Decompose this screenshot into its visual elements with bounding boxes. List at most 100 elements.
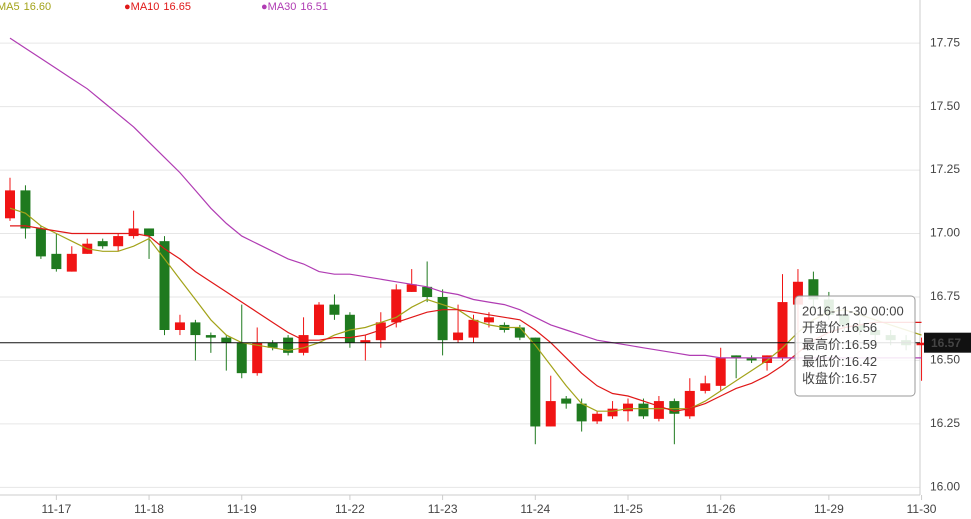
x-tick-label: 11-22 — [335, 502, 365, 516]
tooltip-label: 开盘价: — [802, 320, 845, 335]
x-tick-label: 11-24 — [520, 502, 550, 516]
candle-body — [592, 413, 603, 422]
legend-entry: ●MA10 16.65 — [124, 1, 191, 13]
candle-body — [35, 228, 46, 257]
legend-entry: ●MA30 16.51 — [261, 1, 328, 13]
candle-body — [777, 302, 788, 358]
y-tick-label: 17.00 — [930, 226, 960, 240]
candle-body — [916, 342, 927, 346]
last-price-box — [924, 332, 971, 353]
candle-body — [113, 236, 124, 247]
candle-body — [97, 241, 108, 247]
candle-body — [391, 289, 402, 323]
ma-line — [10, 225, 922, 412]
y-tick-label: 16.00 — [930, 480, 960, 494]
candle-body — [715, 357, 726, 386]
candle-body — [174, 322, 185, 330]
tooltip-item: 最高价:16.59 — [802, 337, 877, 352]
legend-value: 16.60 — [24, 1, 52, 13]
x-tick-label: 11-30 — [907, 502, 937, 516]
candle-body — [221, 337, 232, 343]
x-tick-label: 11-25 — [613, 502, 643, 516]
candle-body — [51, 253, 62, 270]
candle-body — [190, 322, 201, 336]
candle-body — [360, 340, 371, 343]
candle-body — [5, 190, 15, 219]
y-tick-label: 16.25 — [930, 416, 960, 430]
legend-name: MA5 — [0, 1, 20, 13]
candle-body — [545, 401, 556, 427]
candle-body — [653, 401, 664, 419]
candle-body — [344, 314, 355, 343]
x-tick-label: 11-23 — [428, 502, 458, 516]
legend-value: 16.51 — [300, 1, 328, 13]
candle-body — [746, 357, 757, 361]
candle-body — [453, 332, 464, 341]
candle-body — [267, 342, 278, 348]
legend-name: MA30 — [268, 1, 297, 13]
candle-body — [700, 383, 711, 391]
legend-dot: ● — [261, 1, 268, 13]
candle-body — [808, 279, 819, 300]
candle-body — [128, 228, 139, 237]
candle-body — [792, 281, 803, 305]
tooltip-value: 16.42 — [845, 354, 878, 369]
y-tick-label: 17.25 — [930, 162, 960, 176]
tooltip-label: 最低价: — [802, 354, 845, 369]
candle-body — [422, 286, 433, 297]
y-tick-label: 16.50 — [930, 353, 960, 367]
candle-body — [514, 327, 525, 338]
legend-value: 16.65 — [163, 1, 191, 13]
candle-body — [762, 355, 773, 363]
tooltip-time: 2016-11-30 00:00 — [802, 303, 904, 318]
tooltip-item: 收盘价:16.57 — [802, 371, 877, 386]
y-tick-label: 17.50 — [930, 99, 960, 113]
candle-body — [623, 403, 633, 412]
tooltip-item: 最低价:16.42 — [802, 354, 877, 369]
candle-body — [329, 304, 340, 315]
x-tick-label: 11-29 — [814, 502, 844, 516]
candle-body — [252, 342, 263, 374]
candle-body — [375, 322, 386, 341]
tooltip-label: 收盘价: — [802, 371, 845, 386]
candle-body — [607, 408, 618, 417]
candle-body — [638, 403, 649, 417]
candle-body — [684, 390, 695, 417]
y-tick-label: 16.75 — [930, 289, 960, 303]
x-tick-label: 11-18 — [134, 502, 164, 516]
candle-body — [236, 342, 247, 374]
candle-body — [731, 355, 742, 358]
last-price-label: 16.57 — [931, 336, 961, 350]
legend-dot: ● — [124, 1, 131, 13]
x-tick-label: 11-26 — [706, 502, 736, 516]
tooltip-value: 16.56 — [845, 320, 878, 335]
candle-body — [483, 317, 494, 323]
candle-body — [159, 241, 170, 330]
tooltip-box — [794, 295, 916, 397]
candle-body — [205, 335, 216, 338]
candle-body — [406, 284, 417, 292]
candle-body — [144, 228, 155, 237]
candle-body — [468, 319, 479, 338]
candle-body — [561, 398, 572, 404]
legend-name: MA10 — [131, 1, 160, 13]
candle-body — [283, 337, 294, 353]
tooltip-value: 16.59 — [845, 337, 878, 352]
candle-body — [437, 297, 448, 341]
candle-body — [314, 304, 324, 336]
candle-body — [298, 335, 309, 353]
x-tick-label: 11-17 — [41, 502, 71, 516]
candle-body — [530, 337, 541, 427]
candle-body — [669, 401, 680, 414]
y-tick-label: 17.75 — [930, 35, 960, 49]
legend-entry: MA5 16.60 — [0, 1, 51, 13]
candle-body — [66, 253, 77, 272]
tooltip-item: 开盘价:16.56 — [802, 320, 877, 335]
candle-body — [576, 403, 587, 422]
ma-line — [9, 37, 922, 359]
tooltip-value: 16.57 — [845, 371, 878, 386]
tooltip-label: 最高价: — [802, 337, 845, 352]
x-tick-label: 11-19 — [227, 502, 257, 516]
candle-body — [20, 190, 31, 229]
